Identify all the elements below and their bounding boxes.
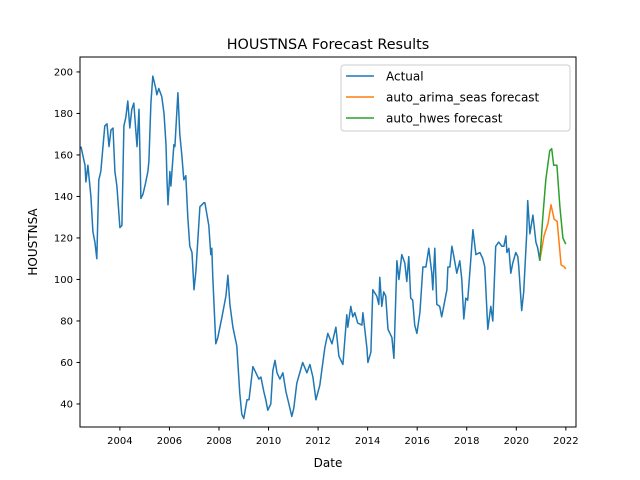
y-axis: 40 60 80 100 120 140 160 180 200: [54, 68, 80, 411]
x-tick-label: 2018: [454, 436, 479, 447]
legend: Actual auto_arima_seas forecast auto_hwes …: [340, 64, 571, 132]
y-axis-label: HOUSTNSA: [26, 208, 40, 276]
plot-frame: [79, 56, 577, 428]
series-line-0: [80, 75, 541, 420]
y-tick-label: 40: [60, 400, 73, 411]
x-axis-label: Date: [314, 456, 343, 470]
y-tick-label: 160: [54, 151, 73, 162]
series-line-2: [539, 147, 567, 261]
series-layer: [80, 75, 567, 420]
x-tick-label: 2020: [504, 436, 529, 447]
y-tick-label: 80: [60, 317, 73, 328]
y-tick-label: 60: [60, 358, 73, 369]
chart-title: HOUSTNSA Forecast Results: [227, 37, 430, 53]
x-tick-label: 2022: [553, 436, 578, 447]
x-tick-label: 2016: [404, 436, 429, 447]
x-tick-label: 2010: [256, 436, 281, 447]
x-tick-label: 2008: [206, 436, 231, 447]
x-tick-label: 2012: [305, 436, 330, 447]
legend-label-2: auto_hwes forecast: [386, 112, 503, 126]
series-line-1: [539, 204, 567, 270]
x-tick-label: 2014: [355, 436, 380, 447]
legend-label-1: auto_arima_seas forecast: [386, 91, 540, 105]
x-tick-label: 2004: [107, 436, 132, 447]
y-tick-label: 140: [54, 192, 73, 203]
y-tick-label: 100: [54, 275, 73, 286]
x-axis: 2004 2006 2008 2010 2012 2014 2016 2018 2020 2022: [107, 427, 579, 447]
y-tick-label: 180: [54, 109, 73, 120]
y-tick-label: 120: [54, 234, 73, 245]
legend-box: [340, 64, 571, 132]
x-tick-label: 2006: [157, 436, 182, 447]
y-tick-label: 200: [54, 68, 73, 79]
legend-label-0: Actual: [386, 70, 424, 84]
